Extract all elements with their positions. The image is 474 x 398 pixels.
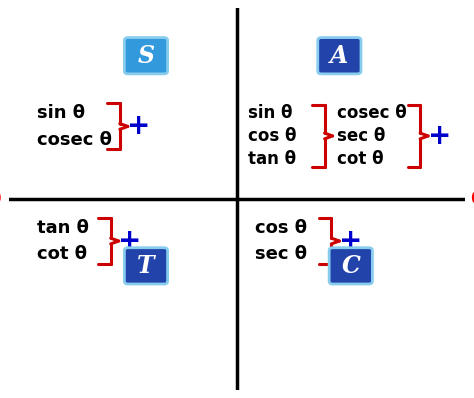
Text: cosec θ: cosec θ [337,104,407,122]
Text: 90: 90 [225,0,249,2]
Text: sec θ: sec θ [255,246,307,263]
Text: A: A [330,44,348,68]
FancyBboxPatch shape [318,37,361,74]
Text: tan θ: tan θ [248,150,297,168]
Text: sec θ: sec θ [337,127,385,145]
Text: 0 , 360: 0 , 360 [471,190,474,208]
Text: sin θ: sin θ [37,104,85,122]
FancyBboxPatch shape [124,37,168,74]
FancyBboxPatch shape [124,248,168,284]
Text: cot θ: cot θ [337,150,384,168]
Text: C: C [341,254,360,278]
Text: T: T [137,254,155,278]
Text: cos θ: cos θ [255,219,307,237]
Text: +: + [428,122,451,150]
FancyBboxPatch shape [329,248,373,284]
Text: cot θ: cot θ [37,246,87,263]
Text: 180: 180 [0,190,3,208]
Text: cos θ: cos θ [248,127,297,145]
Text: sin θ: sin θ [248,104,293,122]
Text: +: + [128,112,151,140]
Text: cosec θ: cosec θ [37,131,112,149]
Text: S: S [137,44,155,68]
Text: tan θ: tan θ [37,219,89,237]
Text: +: + [118,227,142,255]
Text: +: + [339,227,363,255]
